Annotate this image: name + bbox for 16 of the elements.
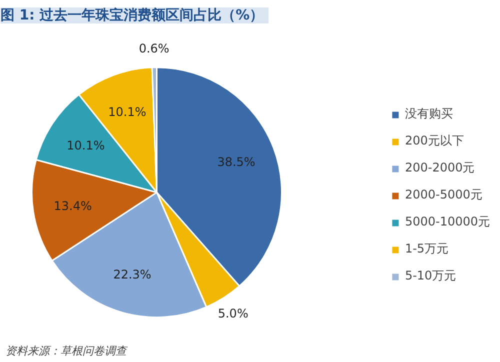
data-label: 0.6% [138,42,170,56]
legend-label: 5000-10000元 [404,214,490,230]
legend-label: 200-2000元 [404,160,475,176]
legend-label: 2000-5000元 [404,186,482,204]
data-label: 10.1% [66,138,105,152]
legend-label: 200元以下 [404,132,464,150]
legend-label: 没有购买 [404,106,453,122]
legend-label: 5-10万元 [404,268,456,284]
chart-title: 图 1: 过去一年珠宝消费额区间占比（%） [0,6,264,24]
data-label: 13.4% [54,198,92,213]
data-label: 10.1% [108,104,146,119]
data-label: 22.3% [113,267,152,282]
data-label: 5.0% [218,306,248,321]
text: 资料来源：草根问卷调查 [6,344,128,358]
legend-label: 1-5万元 [404,240,449,258]
data-label: 38.5% [217,155,256,170]
